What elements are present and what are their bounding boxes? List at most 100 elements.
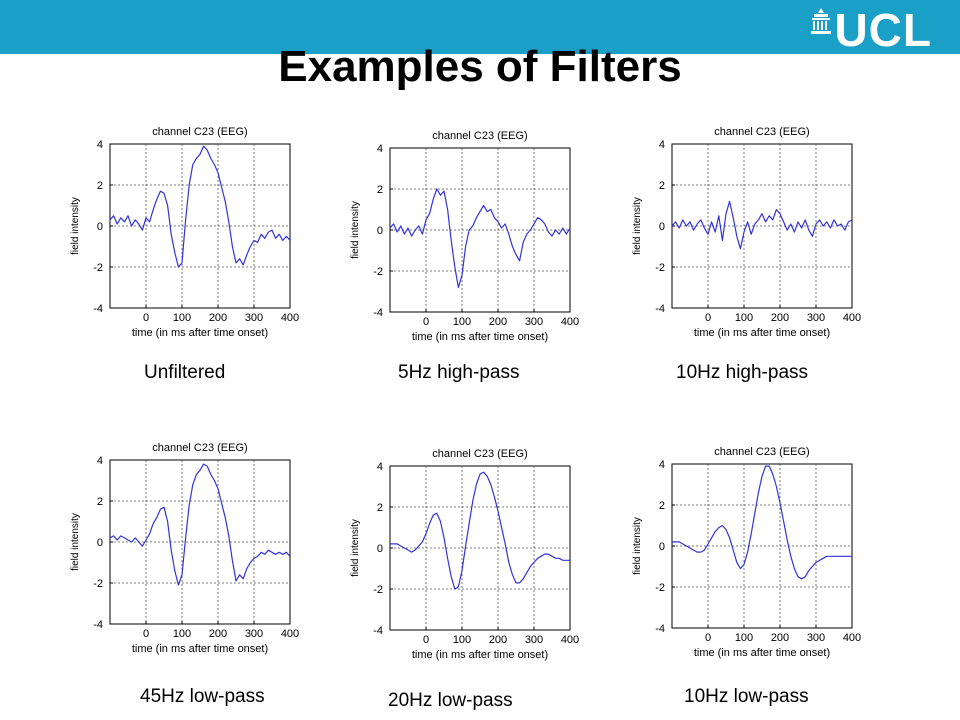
y-tick-label: 0 [377,225,383,237]
y-axis-label: field intensity [350,519,361,577]
series-line [672,465,852,580]
y-axis-label: field intensity [70,197,81,255]
x-tick-label: 300 [525,316,543,328]
portico-icon [811,8,832,34]
chart-svg: channel C23 (EEG) 0 100 200 300 400 -4 -2 0 2 4 tim… [632,126,861,339]
y-tick-label: -4 [373,307,383,319]
chart-svg: channel C23 (EEG) 0 100 200 300 400 -4 -2 0 2 4 tim… [70,126,299,339]
x-axis-label: time (in ms after time onset) [132,643,268,655]
y-tick-label: 2 [377,184,383,196]
x-tick-label: 400 [561,316,579,328]
x-tick-label: 300 [807,312,825,324]
y-tick-label: 4 [659,459,665,471]
y-tick-label: 4 [97,139,103,151]
y-tick-label: 0 [377,543,383,555]
chart-title: channel C23 (EEG) [432,448,527,460]
x-tick-label: 400 [843,632,861,644]
x-tick-label: 300 [807,632,825,644]
caption-unfiltered: Unfiltered [144,362,226,383]
x-tick-label: 100 [173,628,191,640]
caption-5hz-high-pass: 5Hz high-pass [398,362,520,383]
y-tick-label: 0 [659,541,665,553]
y-tick-label: -2 [93,262,103,274]
x-axis-label: time (in ms after time onset) [412,331,548,343]
chart-title: channel C23 (EEG) [152,126,247,138]
y-tick-label: -4 [373,625,383,637]
x-tick-label: 400 [843,312,861,324]
y-tick-label: 4 [377,461,383,473]
x-tick-label: 300 [245,628,263,640]
x-tick-label: 100 [453,634,471,646]
y-tick-label: -4 [93,303,103,315]
x-tick-label: 100 [173,312,191,324]
series-line [389,188,571,288]
y-tick-label: 4 [97,455,103,467]
chart-panel-10hz-high-pass: channel C23 (EEG) 0 100 200 300 400 -4 -2 0 2 4 tim… [622,118,922,368]
y-axis-label: field intensity [632,517,643,575]
y-tick-label: -2 [373,584,383,596]
y-tick-label: -2 [93,578,103,590]
y-tick-label: 0 [659,221,665,233]
x-tick-label: 0 [705,312,711,324]
series-line [109,145,291,268]
series-line [109,463,291,586]
x-tick-label: 300 [525,634,543,646]
x-tick-label: 200 [209,312,227,324]
caption-10hz-low-pass: 10Hz low-pass [684,686,809,707]
x-axis-label: time (in ms after time onset) [694,647,830,659]
series-line [671,200,853,250]
x-tick-label: 0 [143,628,149,640]
x-axis-label: time (in ms after time onset) [412,649,548,661]
series-line [390,471,570,590]
y-tick-label: 4 [377,143,383,155]
chart-title: channel C23 (EEG) [432,130,527,142]
y-tick-label: -4 [655,623,665,635]
chart-svg: channel C23 (EEG) 0 100 200 300 400 -4 -2 0 2 4 tim… [350,130,579,343]
header-bar [0,0,960,54]
y-axis-label: field intensity [70,513,81,571]
caption-45hz-low-pass: 45Hz low-pass [140,686,265,707]
x-tick-label: 400 [281,312,299,324]
caption-10hz-high-pass: 10Hz high-pass [676,362,809,383]
x-tick-label: 300 [245,312,263,324]
x-tick-label: 400 [561,634,579,646]
x-tick-label: 200 [209,628,227,640]
x-tick-label: 200 [771,312,789,324]
x-tick-label: 200 [489,634,507,646]
x-tick-label: 200 [489,316,507,328]
x-tick-label: 0 [705,632,711,644]
x-axis-label: time (in ms after time onset) [694,327,830,339]
ucl-logo: UCL [810,4,932,56]
x-tick-label: 100 [735,632,753,644]
y-tick-label: 0 [97,221,103,233]
y-tick-label: 2 [377,502,383,514]
y-tick-label: -2 [373,266,383,278]
page-title: Examples of Filters [278,42,682,91]
chart-panel-20hz-low-pass: channel C23 (EEG) 0 100 200 300 400 -4 -2 0 2 4 tim… [340,440,640,690]
caption-20hz-low-pass: 20Hz low-pass [388,690,513,711]
chart-panel-45hz-low-pass: channel C23 (EEG) 0 100 200 300 400 -4 -2 0 2 4 tim… [60,434,360,684]
y-tick-label: 4 [659,139,665,151]
x-tick-label: 200 [771,632,789,644]
y-tick-label: 2 [659,500,665,512]
y-tick-label: 2 [97,180,103,192]
chart-panel-5hz-high-pass: channel C23 (EEG) 0 100 200 300 400 -4 -2 0 2 4 tim… [340,122,640,372]
y-tick-label: -2 [655,262,665,274]
x-tick-label: 0 [143,312,149,324]
chart-svg: channel C23 (EEG) 0 100 200 300 400 -4 -2 0 2 4 tim… [632,446,861,659]
y-tick-label: -4 [655,303,665,315]
y-tick-label: 2 [97,496,103,508]
x-tick-label: 0 [423,634,429,646]
y-axis-label: field intensity [350,201,361,259]
chart-title: channel C23 (EEG) [714,446,809,458]
chart-title: channel C23 (EEG) [152,442,247,454]
chart-title: channel C23 (EEG) [714,126,809,138]
y-tick-label: 2 [659,180,665,192]
chart-panel-unfiltered: channel C23 (EEG) 0 100 200 300 400 -4 -2 0 2 4 tim… [60,118,360,368]
y-tick-label: 0 [97,537,103,549]
logo-text: UCL [834,4,932,56]
y-axis-label: field intensity [632,197,643,255]
x-axis-label: time (in ms after time onset) [132,327,268,339]
chart-svg: channel C23 (EEG) 0 100 200 300 400 -4 -2 0 2 4 tim… [350,448,579,661]
chart-svg: channel C23 (EEG) 0 100 200 300 400 -4 -2 0 2 4 tim… [70,442,299,655]
